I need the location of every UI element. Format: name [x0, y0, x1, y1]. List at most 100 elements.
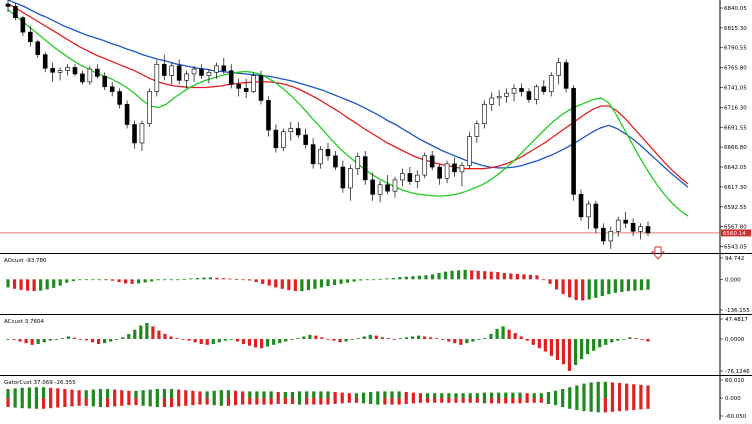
oscillator-bar — [411, 276, 415, 280]
oscillator-bar — [639, 397, 643, 410]
oscillator-bar — [518, 397, 522, 404]
oscillator-bar — [280, 279, 284, 289]
candle — [221, 57, 227, 74]
oscillator-bar — [300, 279, 304, 292]
oscillator-bar — [568, 279, 572, 298]
candle — [467, 131, 472, 169]
oscillator-bar — [515, 273, 519, 280]
oscillator-bar — [404, 276, 408, 280]
candle — [176, 59, 182, 85]
candle-body — [65, 67, 70, 71]
oscillator-bar — [639, 279, 644, 291]
candle-body — [429, 155, 435, 168]
oscillator-bar — [326, 279, 330, 287]
candle-body — [586, 203, 591, 218]
candle-body — [266, 100, 271, 131]
oscillator-bar — [319, 397, 323, 405]
candle — [5, 0, 11, 13]
oscillator-bar — [6, 397, 10, 407]
oscillator-bar — [390, 397, 394, 405]
candle — [377, 180, 383, 203]
oscillator-bar — [532, 393, 536, 398]
oscillator-bar — [532, 397, 536, 403]
oscillator-bar — [386, 338, 390, 339]
oscillator-bar — [539, 393, 543, 398]
oscillator-bar — [193, 338, 197, 343]
oscillator-bar — [633, 279, 637, 291]
oscillator-bar — [326, 391, 330, 398]
candle — [385, 175, 390, 195]
oscillator-bar — [333, 391, 337, 398]
oscillator-bar — [447, 393, 451, 398]
oscillator-bar — [254, 279, 258, 283]
oscillator-bar — [109, 338, 113, 342]
oscillator-bar — [262, 391, 266, 398]
oscillator-bar — [105, 388, 110, 398]
oscillator-bar — [404, 397, 408, 404]
oscillator-bar — [84, 338, 89, 341]
oscillator-bar — [504, 397, 508, 404]
oscillator-bar — [276, 397, 280, 404]
price-tick-label: 6765.80 — [724, 66, 747, 72]
oscillator-bar — [278, 338, 282, 344]
oscillator-bar — [104, 279, 108, 281]
oscillator-bar — [267, 279, 271, 286]
candle — [571, 85, 576, 201]
oscillator-bar — [269, 397, 273, 405]
candle-body — [392, 179, 398, 192]
oscillator-bar — [489, 333, 493, 339]
oscillator-bar — [42, 338, 46, 343]
oscillator-bar — [489, 392, 494, 398]
oscillator-bar — [65, 279, 69, 283]
candle-body — [258, 75, 264, 101]
oscillator-bar — [423, 336, 427, 339]
oscillator-bar — [97, 279, 102, 281]
candle — [623, 212, 628, 229]
oscillator-bar — [574, 279, 578, 301]
candle — [541, 80, 547, 95]
candle-body — [169, 65, 175, 76]
candle — [638, 223, 643, 240]
oscillator-bar — [32, 279, 36, 292]
candle-body — [340, 166, 346, 189]
oscillator-bar — [34, 397, 39, 409]
oscillator-bar — [470, 270, 474, 280]
oscillator-pane-3: GatorCust 37.069 -26.355 60.010 0.000 -60.0… — [4, 378, 747, 420]
oscillator-bar — [199, 338, 203, 345]
oscillator-bar — [169, 388, 174, 398]
oscillator-bar — [163, 333, 167, 339]
oscillator-bar — [169, 336, 173, 339]
oscillator-bar — [616, 338, 620, 341]
oscillator-bar — [113, 397, 117, 407]
oscillator-bar — [293, 279, 297, 292]
oscillator-bar — [259, 338, 264, 349]
oscillator-bar — [546, 397, 551, 404]
candle-body — [109, 86, 115, 92]
oscillator-bar — [77, 397, 81, 406]
oscillator-bar — [302, 336, 306, 339]
candlesticks — [5, 0, 651, 249]
candle-body — [355, 156, 361, 169]
oscillator-bar — [561, 388, 565, 398]
candle-body — [623, 219, 628, 224]
oscillator-bar — [361, 397, 366, 404]
candle-body — [481, 104, 487, 124]
oscillator-bar — [425, 397, 430, 403]
oscillator-bar — [91, 389, 95, 398]
oscillator-bar — [211, 338, 215, 345]
oscillator-bar — [535, 275, 539, 280]
oscillator-bar — [177, 389, 181, 398]
candle — [87, 65, 93, 86]
price-tick-label: 6567.80 — [724, 225, 747, 231]
oscillator-bar — [575, 397, 579, 410]
oscillator-bar — [150, 279, 154, 282]
oscillator-bar — [398, 277, 402, 280]
oscillator-tick-label: -136.155 — [725, 308, 750, 314]
candle — [563, 59, 569, 93]
candle — [459, 162, 465, 187]
oscillator-bar — [543, 338, 547, 352]
candle — [310, 138, 316, 169]
oscillator-bar — [155, 397, 159, 407]
oscillator-bar — [567, 338, 572, 371]
